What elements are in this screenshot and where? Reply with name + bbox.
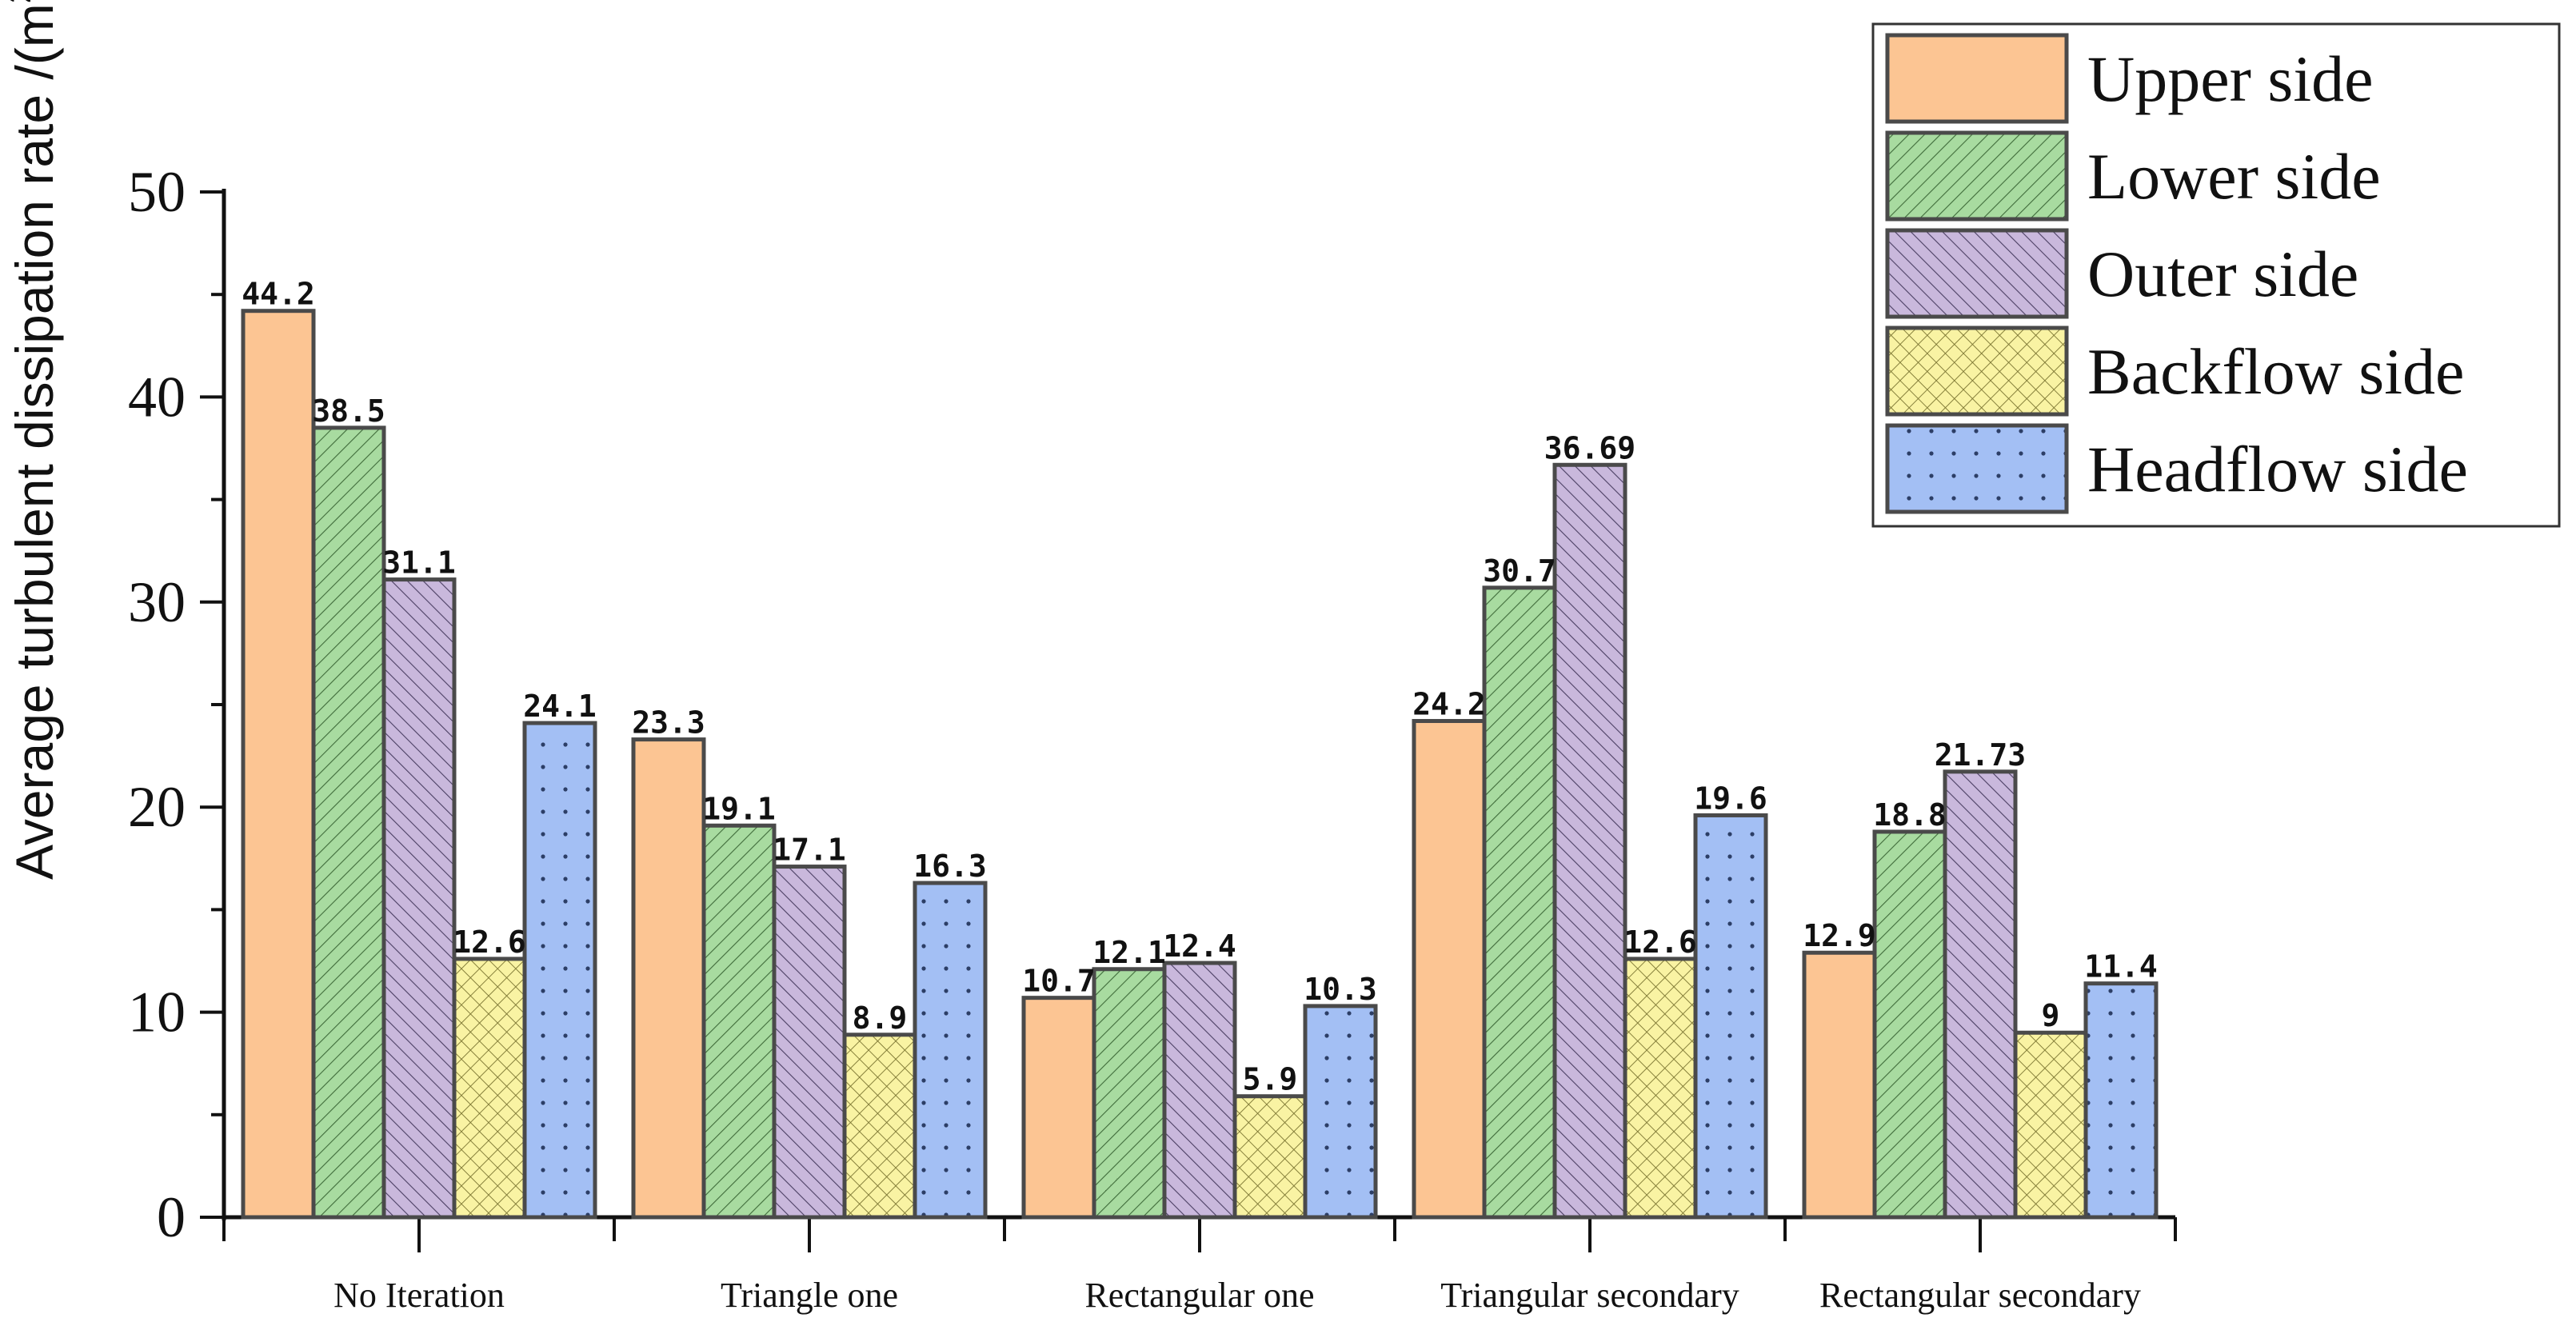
x-category-label: Triangle one — [721, 1276, 898, 1315]
bar — [1021, 996, 1096, 1220]
legend-swatch — [1885, 228, 2069, 319]
bar-value-label: 12.9 — [1803, 918, 1876, 953]
bar-value-label: 19.6 — [1694, 781, 1767, 816]
bar-value-label: 9 — [2042, 998, 2060, 1033]
bar-value-label: 10.7 — [1022, 964, 1096, 999]
data-labels: 44.2 38.5 31.1 12.6 24.1 23.3 19.1 17.1 8.9 16.3 1… — [242, 277, 2158, 1097]
bar-value-label: 10.3 — [1304, 972, 1377, 1007]
bar — [701, 823, 777, 1220]
y-tick-label: 30 — [128, 570, 186, 634]
bar-value-label: 31.1 — [382, 545, 456, 581]
bar — [1412, 719, 1487, 1220]
bar — [1162, 961, 1237, 1220]
legend-swatch — [1885, 130, 2069, 222]
x-category-label: Rectangular one — [1084, 1276, 1314, 1315]
bar — [1232, 1094, 1308, 1220]
bar-value-label: 8.9 — [853, 1000, 908, 1036]
legend-swatch — [1885, 423, 2069, 514]
bar — [1943, 769, 2018, 1220]
bar — [2083, 981, 2159, 1220]
bar-value-label: 21.73 — [1935, 737, 2026, 773]
x-category-label: No Iteration — [333, 1276, 505, 1315]
bar — [913, 881, 988, 1220]
bar — [1872, 829, 1947, 1220]
legend-swatch — [1885, 33, 2069, 124]
bar-value-label: 19.1 — [702, 791, 776, 826]
bar — [1802, 950, 1877, 1220]
bar — [522, 721, 597, 1220]
bar-value-label: 38.5 — [312, 393, 385, 429]
legend-label: Backflow side — [2087, 335, 2464, 408]
bar — [1482, 585, 1557, 1220]
bar — [1092, 967, 1167, 1220]
bar — [311, 425, 386, 1220]
bar-value-label: 24.2 — [1412, 687, 1486, 722]
bar-value-label: 12.6 — [1623, 925, 1697, 960]
bar-value-label: 18.8 — [1873, 797, 1947, 833]
bar-value-label: 12.1 — [1092, 935, 1166, 970]
y-tick-label: 40 — [128, 365, 186, 429]
bar — [381, 577, 457, 1220]
bar-value-label: 16.3 — [913, 849, 987, 884]
bar — [842, 1032, 917, 1220]
y-tick-label: 20 — [128, 775, 186, 839]
y-axis-title: Average turbulent dissipation rate /(m2·… — [2, 0, 64, 880]
bar-value-label: 36.69 — [1544, 430, 1635, 465]
bar — [1303, 1004, 1378, 1220]
bar — [772, 865, 847, 1220]
bar-value-label: 30.7 — [1483, 553, 1556, 589]
axes: 0 10 20 30 40 50 No Iteration Triangle one Recta… — [128, 160, 2177, 1315]
y-tick-label: 50 — [128, 160, 186, 224]
y-tick-label: 0 — [157, 1185, 186, 1249]
bars — [241, 309, 2159, 1220]
bar — [1552, 462, 1627, 1220]
bar-value-label: 23.3 — [632, 705, 705, 741]
x-category-label: Rectangular secondary — [1819, 1276, 2141, 1315]
bar-value-label: 12.6 — [453, 925, 526, 960]
bar-value-label: 44.2 — [242, 277, 315, 312]
legend: Upper side Lower side Outer side Backflow s… — [1871, 22, 2561, 528]
legend-label: Headflow side — [2087, 433, 2468, 505]
bar — [631, 737, 706, 1220]
legend-label: Upper side — [2087, 42, 2374, 115]
bar — [2013, 1030, 2088, 1220]
bar — [1693, 813, 1768, 1220]
bar-value-label: 5.9 — [1243, 1062, 1298, 1097]
bar — [1623, 957, 1698, 1220]
legend-label: Outer side — [2087, 238, 2358, 310]
x-category-label: Triangular secondary — [1440, 1276, 1739, 1315]
bar — [241, 309, 316, 1220]
bar — [452, 957, 527, 1220]
bar-value-label: 24.1 — [523, 689, 597, 724]
bar-value-label: 11.4 — [2084, 949, 2158, 985]
legend-label: Lower side — [2087, 140, 2381, 213]
bar-value-label: 12.4 — [1163, 929, 1236, 964]
y-tick-label: 10 — [128, 981, 186, 1044]
bar-value-label: 17.1 — [773, 833, 846, 868]
legend-swatch — [1885, 326, 2069, 417]
